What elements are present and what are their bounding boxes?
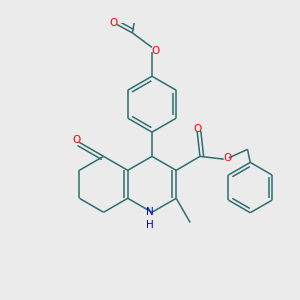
Text: O: O <box>224 153 232 163</box>
Text: N: N <box>146 207 153 217</box>
Text: O: O <box>151 46 159 56</box>
Text: O: O <box>193 124 201 134</box>
Text: H: H <box>146 220 153 230</box>
Text: O: O <box>73 136 81 146</box>
Text: O: O <box>109 18 117 28</box>
